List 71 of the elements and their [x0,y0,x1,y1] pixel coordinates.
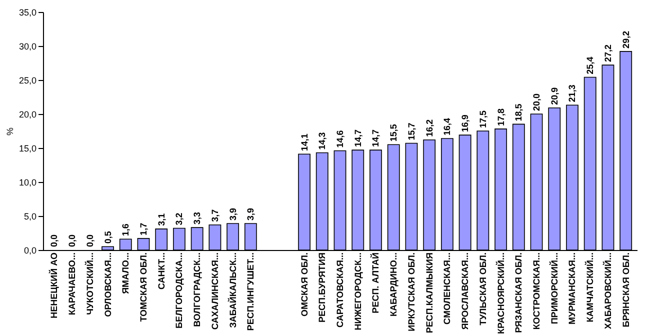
x-tick-label: БЕЛГОРОДСКА... [174,252,184,328]
data-label: 14,3 [317,132,328,150]
x-tick-label: КОСТРОМСКАЯ... [532,252,542,330]
x-tick-label: ХАБАРОВСКИЙ... [602,252,613,330]
data-label: 20,9 [549,87,560,105]
x-tick-label: КАРАЧАЕВО... [67,252,78,316]
x-tick-label: РЕСП.ИНГУШЕТ... [246,252,256,331]
data-label: 25,4 [585,56,596,74]
y-tick-label: 25,0 [18,76,36,86]
data-label: 3,9 [246,208,256,220]
y-tick-label: 15,0 [18,144,36,154]
x-tick-label: РЕСП.БУРЯТИЯ [317,252,328,323]
x-tick-label: ИРКУТСКАЯ ОБЛ. [406,252,416,332]
x-tick-label: САНКТ... [156,252,166,290]
x-tick-label: МУРМАНСКАЯ... [567,252,578,324]
data-label: 14,7 [352,130,363,148]
x-tick-label: СМОЛЕНСКАЯ... [442,252,452,324]
data-label: 14,6 [335,130,345,148]
data-label: 20,0 [532,93,542,111]
data-label: 17,8 [496,108,506,126]
y-tick-label: 35,0 [18,8,36,18]
y-tick-label: 5,0 [24,212,36,222]
data-label: 3,9 [228,208,238,220]
x-tick-label: ОМСКАЯ ОБЛ. [299,252,310,317]
data-label: 16,9 [460,114,470,132]
data-label: 27,2 [602,44,613,62]
y-tick-label: 0,0 [24,246,36,256]
data-label: 3,3 [192,212,202,225]
data-label: 17,5 [478,110,488,128]
x-tick-label: ТУЛЬСКАЯ ОБЛ. [478,252,488,326]
data-label: 16,2 [424,119,434,137]
x-tick-label: ОРЛОВСКАЯ... [102,252,113,317]
data-label: 14,7 [370,130,381,148]
y-tick-label: 20,0 [18,110,36,120]
x-tick-label: КАБАРДИНО... [388,252,399,316]
x-tick-label: САХАЛИНСКАЯ... [210,252,220,330]
x-tick-label: ЗАБАЙКАЛЬСК... [226,252,238,328]
data-label: 0,5 [102,231,113,244]
data-label: 0,0 [67,234,78,247]
x-tick-label: ЯРОСЛАВСКАЯ... [460,252,470,330]
y-axis-title: % [4,127,15,136]
x-tick-label: ЯМАЛО... [120,252,131,294]
y-tick-label: 30,0 [18,42,36,52]
x-tick-label: ПРИМОРСКИЙ... [548,252,560,324]
x-tick-label: ЧУКОТСКИЙ... [84,252,95,315]
x-tick-label: ТОМСКАЯ ОБЛ. [138,252,148,322]
data-label: 3,2 [174,212,184,226]
data-label: 3,1 [156,213,166,226]
data-label: 0,0 [49,234,60,247]
data-label: 21,3 [567,84,578,102]
data-label: 1,6 [120,224,131,236]
x-tick-label: РЕСП. АЛТАЙ [370,252,381,314]
data-label: 0,0 [84,234,95,247]
x-tick-label: НИЖЕГОРОДСК... [352,252,363,330]
x-tick-label: ВОЛГОГРАДСК... [192,252,202,327]
data-label: 1,7 [138,222,148,236]
y-tick-label: 10,0 [18,178,36,188]
data-label: 3,7 [210,209,220,222]
x-tick-label: КАМЧАТСКИЙ... [584,252,596,322]
data-label: 16,4 [442,118,452,136]
data-label: 14,1 [299,134,310,152]
x-tick-label: КРАСНОЯРСКИЙ... [494,252,506,334]
x-tick-label: РЕСП.КАЛМЫКИЯ [424,252,434,334]
data-label: 18,5 [514,104,524,122]
x-tick-label: НЕНЕЦКИЙ АО [48,252,60,318]
data-label: 29,2 [620,30,631,48]
x-tick-label: САРАТОВСКАЯ... [335,252,345,328]
x-tick-label: РЯЗАНСКАЯ ОБЛ. [514,252,524,333]
data-label: 15,7 [406,122,416,140]
x-tick-label: БРЯНСКАЯ ОБЛ. [620,252,631,328]
data-label: 15,5 [388,124,399,142]
